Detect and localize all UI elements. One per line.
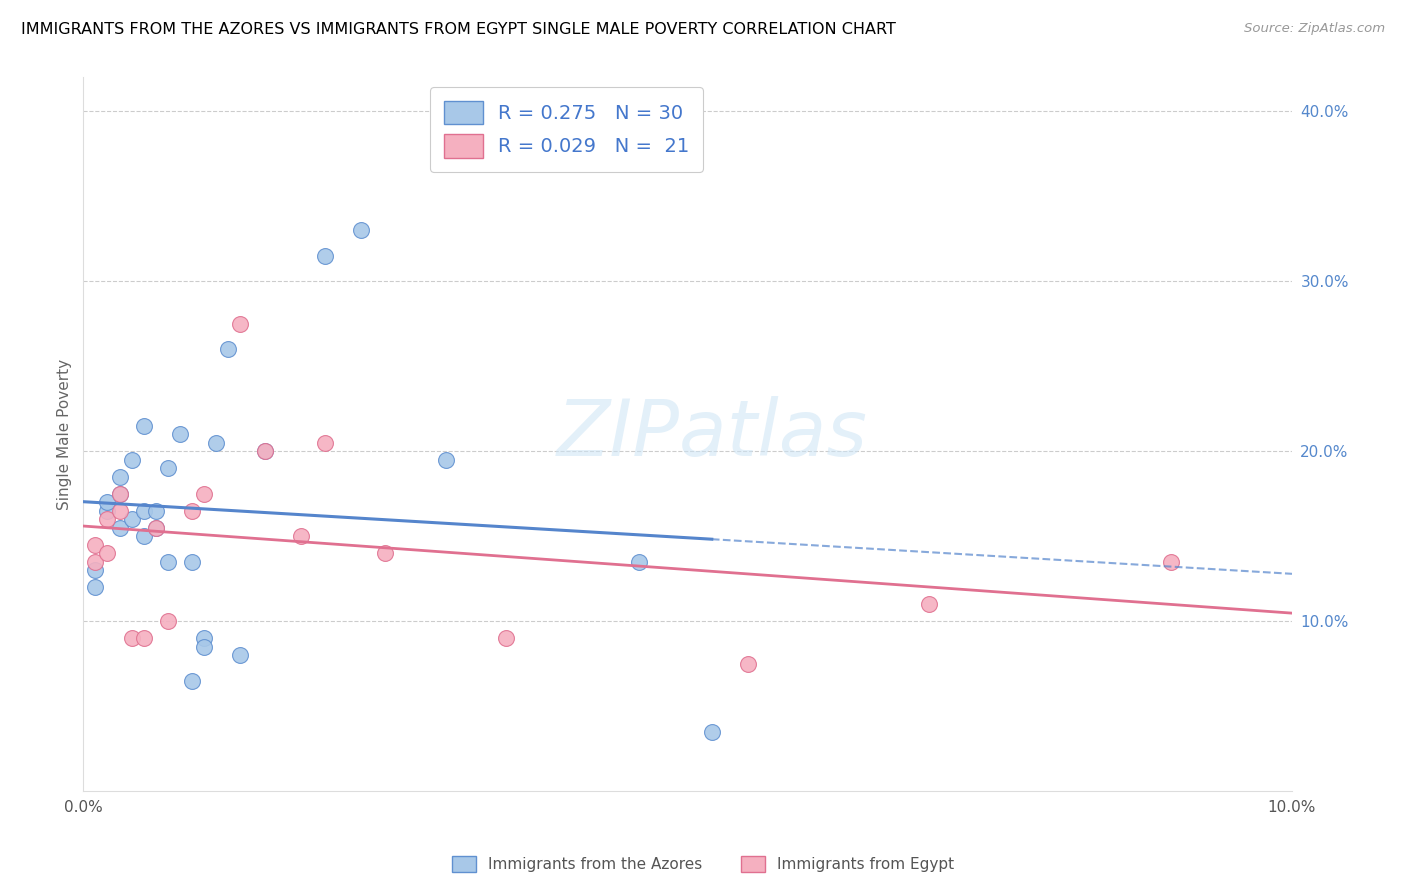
Point bbox=[205, 435, 228, 450]
Point bbox=[121, 512, 143, 526]
Point bbox=[229, 317, 252, 331]
Point bbox=[314, 249, 336, 263]
Point bbox=[108, 504, 131, 518]
Point bbox=[156, 461, 179, 475]
Point bbox=[229, 648, 252, 663]
Point bbox=[84, 563, 107, 577]
Legend: R = 0.275   N = 30, R = 0.029   N =  21: R = 0.275 N = 30, R = 0.029 N = 21 bbox=[430, 87, 703, 171]
Point bbox=[132, 632, 155, 646]
Point bbox=[84, 538, 107, 552]
Point bbox=[350, 223, 373, 237]
Point bbox=[96, 495, 118, 509]
Point bbox=[108, 487, 131, 501]
Point bbox=[145, 521, 167, 535]
Point bbox=[181, 673, 204, 688]
Point bbox=[84, 580, 107, 594]
Point bbox=[96, 504, 118, 518]
Point bbox=[132, 418, 155, 433]
Point bbox=[374, 546, 396, 560]
Point bbox=[96, 546, 118, 560]
Point bbox=[193, 632, 215, 646]
Point bbox=[181, 504, 204, 518]
Point bbox=[132, 529, 155, 543]
Y-axis label: Single Male Poverty: Single Male Poverty bbox=[58, 359, 72, 510]
Point bbox=[84, 555, 107, 569]
Point bbox=[700, 724, 723, 739]
Point bbox=[314, 435, 336, 450]
Point bbox=[217, 343, 239, 357]
Point bbox=[156, 555, 179, 569]
Point bbox=[290, 529, 312, 543]
Point bbox=[108, 521, 131, 535]
Point bbox=[193, 487, 215, 501]
Point bbox=[169, 427, 191, 442]
Point bbox=[193, 640, 215, 654]
Point bbox=[108, 487, 131, 501]
Point bbox=[253, 444, 276, 458]
Point bbox=[181, 555, 204, 569]
Point bbox=[918, 597, 941, 611]
Point bbox=[253, 444, 276, 458]
Point bbox=[96, 512, 118, 526]
Text: ZIPatlas: ZIPatlas bbox=[557, 396, 868, 473]
Point bbox=[121, 632, 143, 646]
Text: Source: ZipAtlas.com: Source: ZipAtlas.com bbox=[1244, 22, 1385, 36]
Legend: Immigrants from the Azores, Immigrants from Egypt: Immigrants from the Azores, Immigrants f… bbox=[444, 848, 962, 880]
Point bbox=[628, 555, 651, 569]
Point bbox=[737, 657, 759, 671]
Point bbox=[108, 470, 131, 484]
Point bbox=[1160, 555, 1182, 569]
Point bbox=[495, 632, 517, 646]
Point bbox=[145, 521, 167, 535]
Point bbox=[156, 614, 179, 628]
Point bbox=[145, 504, 167, 518]
Point bbox=[132, 504, 155, 518]
Text: IMMIGRANTS FROM THE AZORES VS IMMIGRANTS FROM EGYPT SINGLE MALE POVERTY CORRELAT: IMMIGRANTS FROM THE AZORES VS IMMIGRANTS… bbox=[21, 22, 896, 37]
Point bbox=[434, 452, 457, 467]
Point bbox=[121, 452, 143, 467]
